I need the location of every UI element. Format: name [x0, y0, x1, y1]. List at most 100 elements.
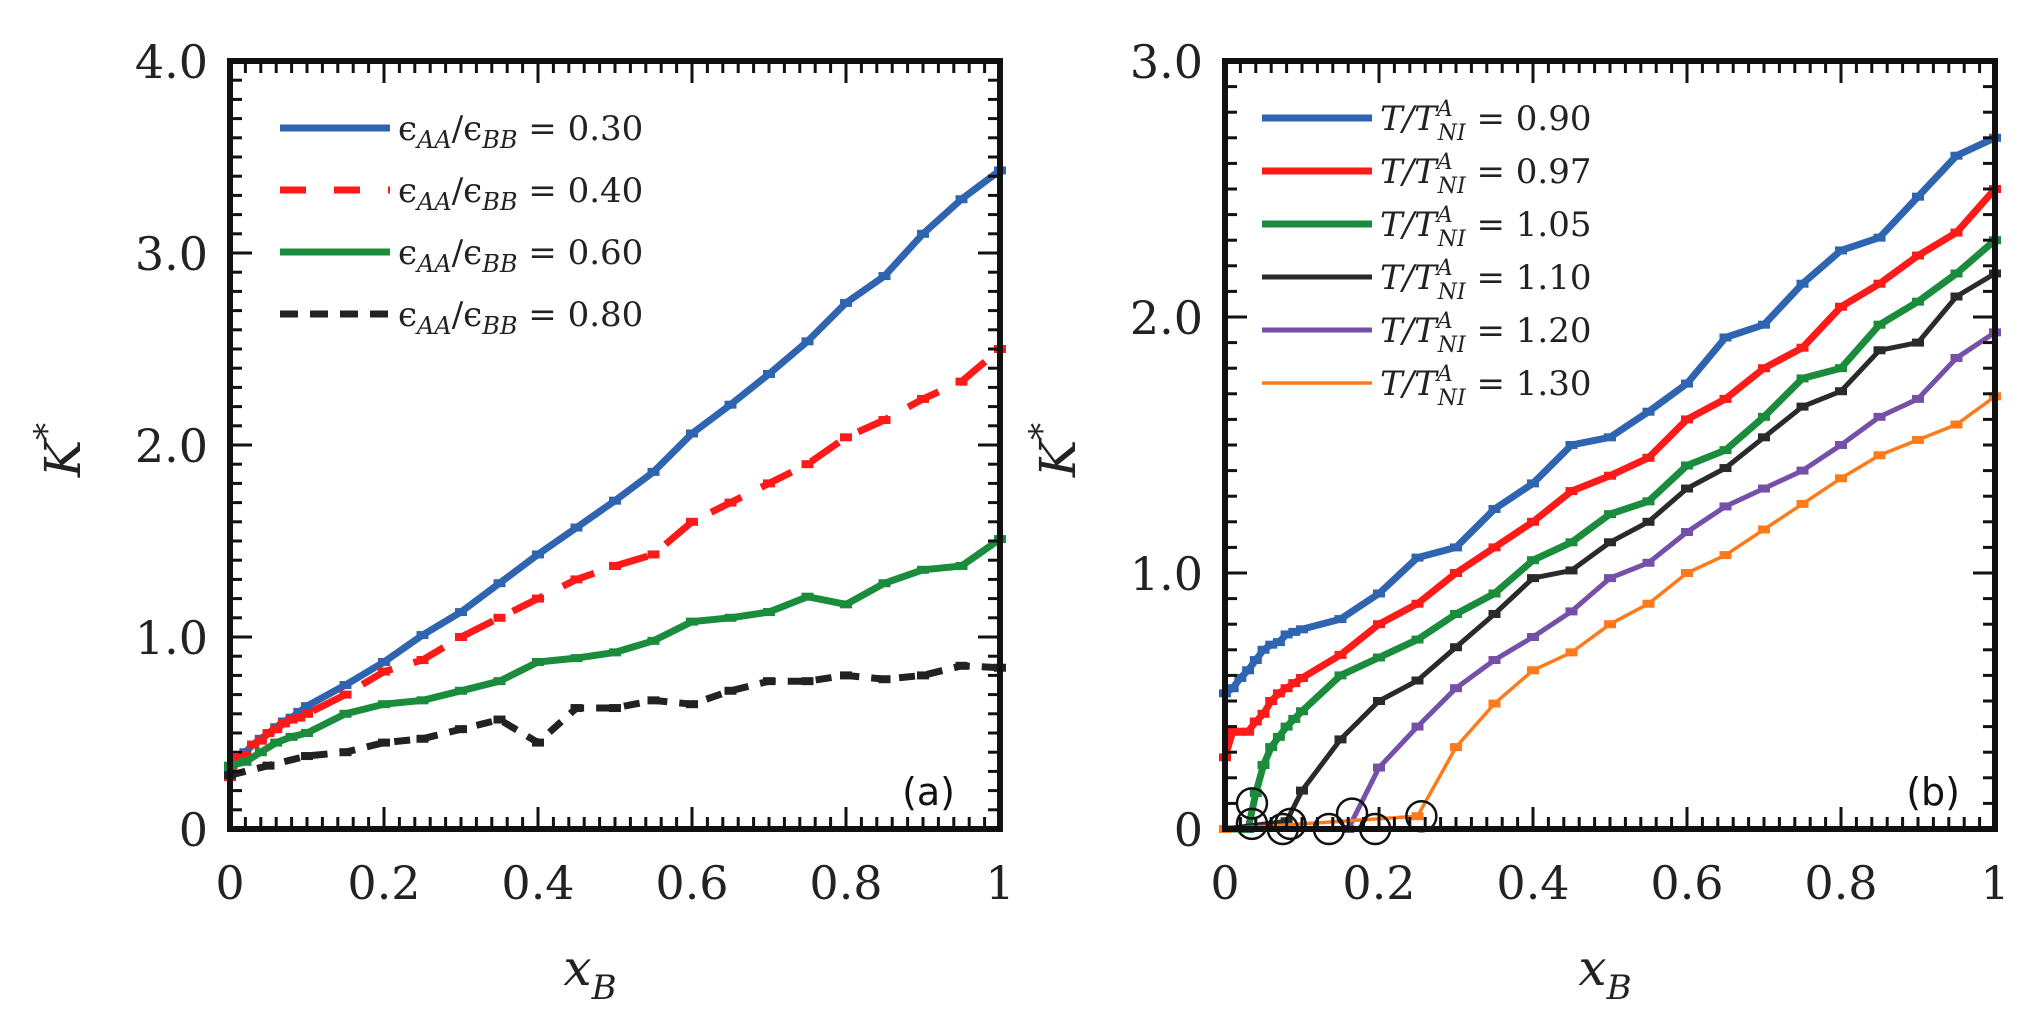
legend-label: ϵAA/ϵBB = 0.30: [398, 109, 643, 154]
data-point: [1681, 415, 1693, 424]
panel-a-y-axis-title: K*: [27, 423, 92, 478]
data-point: [1642, 497, 1655, 506]
legend-value: = 0.80: [518, 295, 644, 335]
x-tick-label: 0.6: [1650, 856, 1723, 910]
data-point: [1565, 566, 1578, 575]
y-tick-label: 3.0: [1130, 35, 1203, 89]
data-point: [1411, 599, 1424, 608]
x-tick-label: 0: [215, 856, 244, 910]
data-point: [1527, 633, 1539, 641]
panel-b-legend: T/TA NI = 0.90T/TA NI = 0.97T/TA NI = 1.05T…: [1262, 97, 1591, 411]
data-point: [1265, 697, 1278, 705]
data-point: [293, 713, 306, 722]
data-point: [1527, 517, 1539, 526]
legend-superscript: A: [1435, 256, 1453, 281]
data-point: [1488, 609, 1501, 618]
data-point: [1642, 453, 1655, 462]
data-point: [1950, 353, 1963, 362]
legend-label: ϵAA/ϵBB = 0.80: [398, 295, 643, 340]
x-tick-label: 1: [1980, 856, 2009, 910]
y-tick-label: 1.0: [1130, 547, 1203, 601]
legend-label: T/TA NI = 0.97: [1380, 150, 1591, 199]
legend-subscript: AA: [415, 312, 452, 340]
data-point: [1373, 763, 1385, 772]
data-point: [763, 369, 775, 378]
data-point: [1950, 292, 1963, 301]
data-point: [231, 753, 244, 762]
x-tick-label: 0.2: [347, 856, 420, 910]
x-axis-title-main: x: [1578, 939, 1606, 997]
data-point: [339, 709, 352, 718]
data-point: [1257, 709, 1270, 718]
data-point: [1373, 620, 1385, 629]
data-point: [647, 467, 660, 476]
data-point: [1373, 697, 1385, 705]
data-point: [1604, 620, 1616, 629]
data-point: [301, 729, 313, 737]
data-point: [1265, 640, 1278, 649]
data-point: [1681, 461, 1693, 470]
data-point: [1873, 346, 1886, 355]
data-point: [878, 579, 891, 588]
legend-subscript: NI: [1437, 386, 1467, 411]
panel-b-label: (b): [1906, 770, 1960, 814]
data-point: [1450, 643, 1462, 652]
data-point: [493, 677, 506, 686]
legend-value: = 1.10: [1466, 258, 1592, 298]
data-point: [1296, 786, 1308, 795]
data-point: [1912, 251, 1924, 260]
data-point: [416, 734, 429, 743]
data-point: [1288, 714, 1301, 723]
data-point: [1950, 151, 1963, 160]
data-point: [1758, 433, 1770, 442]
data-point: [247, 740, 260, 749]
data-point: [1257, 645, 1270, 654]
legend-symbol: ϵ: [398, 109, 417, 149]
data-point: [1296, 673, 1308, 682]
y-tick-label: 3.0: [135, 227, 208, 281]
data-point: [917, 394, 929, 403]
legend-item: T/TA NI = 1.30: [1262, 362, 1591, 411]
panel-b-tick-labels: 0 0.2 0.4 0.6 0.8 1 0 1.0 2.0 3.0: [1130, 35, 2010, 910]
data-point: [1912, 435, 1924, 444]
data-point: [840, 433, 852, 442]
data-point: [1234, 673, 1247, 682]
data-point: [609, 648, 621, 657]
panel-a-frame: [227, 58, 1003, 832]
data-point: [1249, 717, 1262, 726]
data-point: [878, 272, 891, 281]
data-point: [1226, 684, 1239, 693]
data-point: [955, 561, 968, 570]
data-point: [1950, 269, 1963, 278]
x-tick-label: 0.8: [809, 856, 882, 910]
data-point: [239, 752, 252, 761]
data-point: [301, 702, 313, 711]
data-point: [1488, 699, 1501, 708]
data-point: [1411, 722, 1424, 731]
data-point: [1373, 653, 1385, 662]
data-point: [455, 633, 467, 641]
data-point: [609, 704, 621, 713]
data-point: [301, 709, 313, 718]
legend-symbol: T/T: [1380, 258, 1439, 298]
data-point: [532, 657, 544, 666]
data-point: [1681, 569, 1693, 577]
legend-label: T/TA NI = 1.05: [1380, 203, 1591, 252]
legend-subscript: BB: [481, 312, 517, 340]
data-point: [1719, 446, 1732, 455]
data-point: [1249, 656, 1262, 665]
data-point: [1873, 320, 1886, 329]
data-point: [1912, 394, 1924, 403]
x-tick-label: 0: [1210, 856, 1239, 910]
series-line: [229, 662, 1001, 779]
data-point: [416, 656, 429, 665]
data-point: [647, 636, 660, 645]
data-point: [724, 613, 737, 622]
y-tick-label: 4.0: [135, 35, 208, 89]
x-tick-label: 0.6: [655, 856, 728, 910]
data-point: [493, 579, 506, 588]
data-point: [763, 479, 775, 488]
data-point: [455, 725, 467, 734]
legend-superscript: A: [1435, 150, 1453, 175]
data-point: [1642, 599, 1655, 608]
